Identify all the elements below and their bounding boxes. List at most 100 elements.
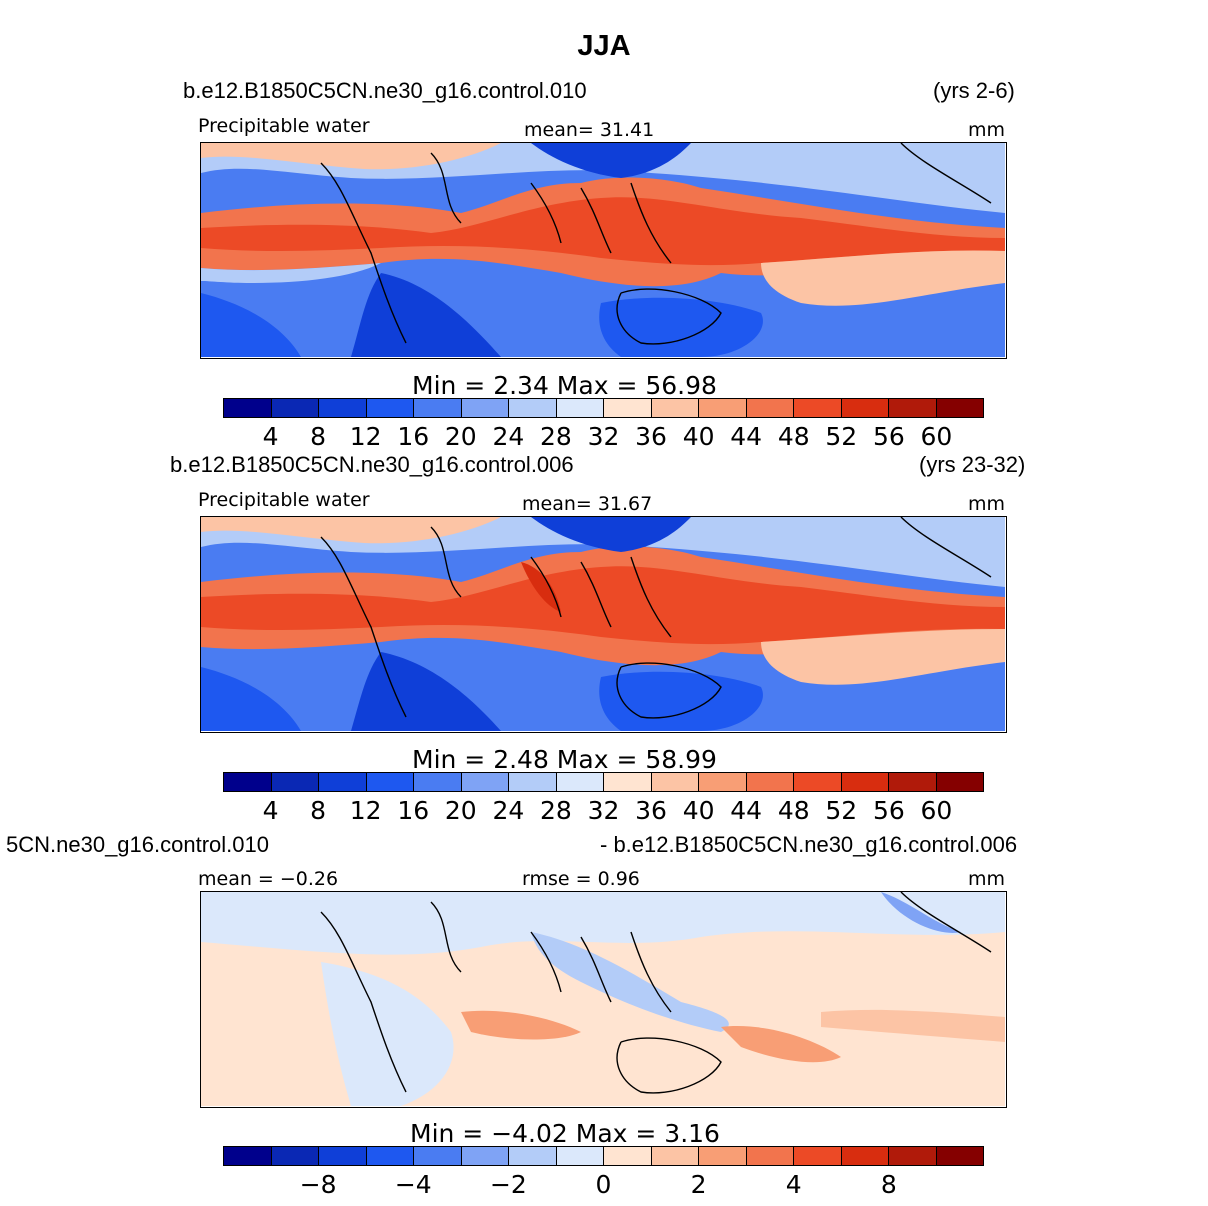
colorbar-swatch [224,1147,272,1165]
colorbar-swatch [746,773,794,791]
colorbar-swatch [366,399,414,417]
colorbar-tick-label: 8 [880,1170,897,1199]
colorbar-swatch [794,773,842,791]
colorbar-tick-label: 4 [262,796,279,825]
colorbar-tick-label: 24 [492,796,525,825]
colorbar-swatch [366,773,414,791]
panel2-min-max: Min = 2.48 Max = 58.99 [412,745,717,774]
panel1-years-label: (yrs 2-6) [933,78,1015,103]
colorbar-swatch [509,399,557,417]
colorbar-tick-label: −8 [299,1170,337,1199]
colorbar-swatch [794,399,842,417]
colorbar-tick-label: 28 [540,796,572,825]
colorbar-tick-label: 32 [587,422,620,451]
panel2-map [200,516,1007,733]
colorbar-tick-label: 48 [777,796,810,825]
colorbar-swatch [746,1147,794,1165]
colorbar-swatch [509,1147,557,1165]
colorbar-swatch [699,1147,747,1165]
colorbar-swatch [794,1147,842,1165]
colorbar-swatch [461,773,509,791]
panel3-map [200,891,1007,1108]
colorbar-swatch [224,399,272,417]
colorbar-swatch [604,399,652,417]
colorbar-tick-label: 12 [349,422,382,451]
colorbar-tick-label: 0 [595,1170,612,1199]
colorbar-tick-label: 2 [690,1170,707,1199]
colorbar-swatch [414,1147,462,1165]
colorbar-swatch [604,773,652,791]
colorbar-tick-label: 48 [777,422,810,451]
colorbar-tick-label: 4 [262,422,279,451]
colorbar-tick-label: 60 [920,422,953,451]
panel2-mean-label: mean= 31.67 [522,493,653,515]
colorbar-swatch [319,399,367,417]
colorbar-swatch [414,773,462,791]
colorbar-swatch [414,399,462,417]
colorbar-swatch [936,399,983,417]
colorbar-swatch [461,399,509,417]
panel1-case-label: b.e12.B1850C5CN.ne30_g16.control.010 [183,78,587,103]
panel2-colorbar [223,772,984,792]
colorbar-tick-label: 24 [492,422,525,451]
colorbar-swatch [556,399,604,417]
colorbar-swatch [889,399,937,417]
colorbar-swatch [271,1147,319,1165]
colorbar-swatch [271,773,319,791]
panel1-contour-field [201,143,1005,357]
colorbar-tick-label: 52 [825,796,858,825]
colorbar-tick-label: 44 [730,796,763,825]
colorbar-swatch [699,773,747,791]
colorbar-swatch [651,773,699,791]
panel3-colorbar [223,1146,984,1166]
colorbar-tick-label: 60 [920,796,953,825]
colorbar-tick-label: 12 [349,796,382,825]
panel1-map [200,142,1007,359]
panel3-years-label: - b.e12.B1850C5CN.ne30_g16.control.006 [600,832,1018,857]
panel3-case-label: 5CN.ne30_g16.control.010 [6,832,269,857]
colorbar-swatch [936,1147,983,1165]
panel2-contour-field [201,517,1005,731]
colorbar-tick-label: 40 [682,422,715,451]
panel2-units-label: mm [968,493,1006,515]
panel1-units-label: mm [968,119,1006,141]
colorbar-tick-label: 28 [540,422,572,451]
colorbar-swatch [699,399,747,417]
panel2-case-label: b.e12.B1850C5CN.ne30_g16.control.006 [170,452,574,477]
colorbar-swatch [509,773,557,791]
colorbar-swatch [936,773,983,791]
panel2-years-label: (yrs 23-32) [919,452,1026,477]
colorbar-swatch [889,1147,937,1165]
colorbar-tick-label: 44 [730,422,763,451]
panel3-mean-label: mean = −0.26 [198,868,339,890]
colorbar-swatch [271,399,319,417]
colorbar-tick-label: 56 [872,796,905,825]
colorbar-swatch [319,1147,367,1165]
colorbar-swatch [651,399,699,417]
colorbar-swatch [841,399,889,417]
colorbar-tick-label: 36 [635,422,667,451]
colorbar-tick-label: 16 [397,422,430,451]
colorbar-swatch [319,773,367,791]
panel1-colorbar [223,398,984,418]
colorbar-swatch [461,1147,509,1165]
colorbar-swatch [556,773,604,791]
panel1-min-max: Min = 2.34 Max = 56.98 [412,371,717,400]
figure-title: JJA [577,30,631,62]
colorbar-tick-label: 4 [785,1170,802,1199]
colorbar-tick-label: 8 [310,422,327,451]
colorbar-tick-label: 52 [825,422,858,451]
colorbar-swatch [841,773,889,791]
colorbar-tick-label: 20 [444,422,477,451]
panel3-units-label: mm [968,868,1006,890]
colorbar-tick-label: 56 [872,422,905,451]
colorbar-tick-label: −2 [489,1170,527,1199]
panel2-variable-label: Precipitable water [198,489,370,511]
colorbar-tick-label: 8 [310,796,327,825]
colorbar-tick-label: −4 [394,1170,432,1199]
colorbar-swatch [224,773,272,791]
panel1-variable-label: Precipitable water [198,115,370,137]
colorbar-tick-label: 20 [444,796,477,825]
colorbar-swatch [746,399,794,417]
panel1-mean-label: mean= 31.41 [524,119,655,141]
